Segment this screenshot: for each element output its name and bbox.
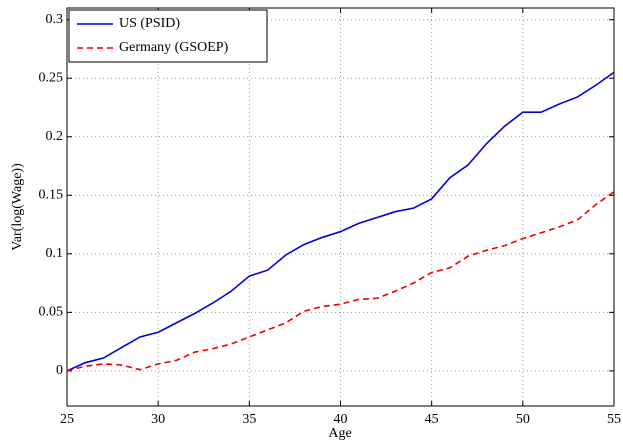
x-tick-label: 25 — [60, 412, 74, 427]
y-tick-label: 0.1 — [46, 246, 64, 261]
x-tick-label: 50 — [516, 412, 530, 427]
legend-label: Germany (GSOEP) — [119, 40, 229, 55]
y-tick-label: 0 — [56, 363, 63, 378]
y-axis-label: Var(log(Wage)) — [10, 163, 25, 251]
y-tick-label: 0.25 — [39, 70, 64, 85]
plot-frame — [66, 7, 615, 407]
y-tick-label: 0.2 — [46, 129, 64, 144]
y-tick-label: 0.05 — [39, 305, 64, 320]
y-tick-label: 0.3 — [46, 12, 64, 27]
series-line — [66, 71, 615, 372]
series-line — [66, 191, 615, 372]
legend-label: US (PSID) — [119, 16, 180, 31]
x-tick-label: 30 — [151, 412, 165, 427]
x-tick-label: 55 — [607, 412, 621, 427]
x-axis-label: Age — [328, 426, 351, 441]
legend: US (PSID) Germany (GSOEP) — [68, 9, 268, 63]
legend-box — [68, 9, 268, 63]
x-tick-label: 40 — [334, 412, 348, 427]
y-tick-label: 0.15 — [39, 188, 64, 203]
x-tick-label: 45 — [425, 412, 439, 427]
x-tick-label: 35 — [242, 412, 256, 427]
